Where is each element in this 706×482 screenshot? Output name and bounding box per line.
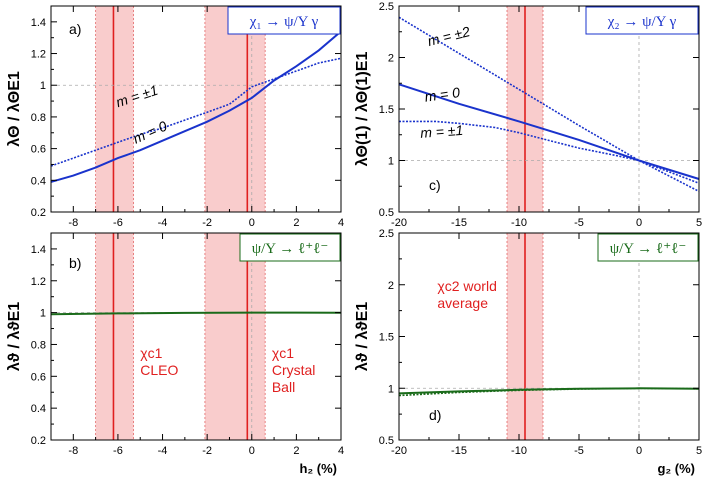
x-tick-label: 4 bbox=[338, 445, 344, 457]
y-tick-label: 0.6 bbox=[31, 144, 46, 156]
panel-label: d) bbox=[429, 407, 441, 423]
x-tick-label: 5 bbox=[696, 445, 702, 457]
annotation-line: χc2 world bbox=[437, 278, 496, 294]
y-tick-label: 1.2 bbox=[31, 49, 46, 61]
x-tick-label: -20 bbox=[391, 445, 407, 457]
x-tick-label: 0 bbox=[636, 217, 642, 229]
y-tick-label: 1.4 bbox=[31, 17, 46, 29]
x-axis-label: h₂ (%) bbox=[299, 461, 337, 476]
series-line-0 bbox=[50, 30, 342, 183]
title-text: ψ/Υ → ℓ⁺ℓ⁻ bbox=[610, 241, 687, 257]
series-line-1 bbox=[50, 57, 342, 167]
curve-label: m = ±1 bbox=[420, 122, 464, 141]
x-tick-label: -6 bbox=[113, 217, 123, 229]
curve-label: m = 0 bbox=[424, 84, 461, 105]
y-tick-label: 0.4 bbox=[31, 403, 46, 415]
title-box bbox=[597, 233, 699, 262]
title-box bbox=[227, 6, 341, 35]
series-line-0 bbox=[50, 311, 342, 316]
x-tick-label: -15 bbox=[451, 217, 467, 229]
x-tick-label: -8 bbox=[68, 217, 78, 229]
x-tick-label: -5 bbox=[574, 445, 584, 457]
x-tick-label: 0 bbox=[249, 445, 255, 457]
uncertainty-band bbox=[95, 6, 134, 212]
y-tick-label: 2.5 bbox=[379, 228, 394, 240]
y-tick-label: 1 bbox=[388, 156, 394, 168]
series-line-0 bbox=[398, 16, 700, 193]
series-line-1 bbox=[398, 387, 700, 397]
x-tick-label: -2 bbox=[202, 217, 212, 229]
panel-b: -8 -6 -4 -2 0 2 4 0.2 0.4 0.6 0.8 1 1.2 1.4 b) ψ/Υ → ℓ⁺… bbox=[6, 232, 344, 476]
annotation-line: Ball bbox=[272, 379, 295, 395]
y-tick-label: 0.4 bbox=[31, 175, 46, 187]
x-tick-label: -4 bbox=[158, 445, 168, 457]
x-tick-label: 2 bbox=[293, 445, 299, 457]
plot-frame bbox=[50, 232, 342, 441]
x-tick-label: 0 bbox=[249, 217, 255, 229]
y-tick-label: 2.5 bbox=[379, 1, 394, 13]
title-box bbox=[585, 6, 699, 35]
y-tick-label: 0.2 bbox=[31, 435, 46, 447]
y-tick-label: 2 bbox=[388, 280, 394, 292]
y-tick-label: 0.6 bbox=[31, 371, 46, 383]
curve-label: m = 0 bbox=[130, 117, 169, 146]
y-tick-label: 1 bbox=[40, 80, 46, 92]
panel-label: b) bbox=[69, 255, 81, 271]
x-tick-label: -10 bbox=[511, 217, 527, 229]
y-tick-label: 0.8 bbox=[31, 112, 46, 124]
panel-d: -20 -15 -10 -5 0 5 0.5 1 1.5 2 2.5 d) ψ/Υ → ℓ⁺ℓ⁻ λϑ /… bbox=[354, 228, 702, 476]
annotation-line: χc1 bbox=[272, 345, 294, 361]
x-tick-label: -5 bbox=[574, 217, 584, 229]
annotation-line: Crystal bbox=[272, 362, 316, 378]
uncertainty-band bbox=[204, 233, 266, 440]
panel-label: c) bbox=[429, 177, 441, 193]
x-tick-label: -8 bbox=[68, 445, 78, 457]
y-tick-label: 0.2 bbox=[31, 207, 46, 219]
y-tick-label: 2 bbox=[388, 53, 394, 65]
title-text: ψ/Υ → ℓ⁺ℓ⁻ bbox=[252, 241, 329, 257]
uncertainty-band bbox=[204, 6, 266, 212]
x-tick-label: -10 bbox=[511, 445, 527, 457]
panel-label: a) bbox=[69, 21, 81, 37]
x-tick-label: -20 bbox=[391, 217, 407, 229]
x-tick-label: -2 bbox=[202, 445, 212, 457]
x-tick-label: -15 bbox=[451, 445, 467, 457]
series-line-0 bbox=[398, 387, 700, 395]
x-tick-label: 0 bbox=[636, 445, 642, 457]
y-tick-label: 1.5 bbox=[379, 332, 394, 344]
y-axis-label: λϑ / λϑE1 bbox=[6, 302, 23, 371]
uncertainty-band bbox=[95, 233, 134, 440]
y-tick-label: 1 bbox=[40, 308, 46, 320]
y-tick-label: 0.5 bbox=[379, 435, 394, 447]
annotation-line: average bbox=[437, 295, 488, 311]
annotation-line: χc1 bbox=[140, 345, 162, 361]
y-tick-label: 0.8 bbox=[31, 339, 46, 351]
y-axis-label: λϑ / λϑE1 bbox=[354, 302, 371, 371]
x-tick-label: -4 bbox=[158, 217, 168, 229]
panel-a: -8 -6 -4 -2 0 2 4 0.2 0.4 0.6 0.8 1 1.2 1.4 a) χ₁ → ψ/Υ… bbox=[6, 5, 344, 229]
panel-c: -20 -15 -10 -5 0 5 0.5 1 1.5 2 2.5 c) χ₂ → ψ/Υ γ λΘ(1… bbox=[354, 1, 702, 229]
x-tick-label: 2 bbox=[293, 217, 299, 229]
y-axis-label: λΘ(1) / λΘ(1)E1 bbox=[354, 52, 371, 167]
curve-label: m = ±2 bbox=[426, 23, 472, 49]
title-box bbox=[239, 233, 341, 262]
title-text: χ₂ → ψ/Υ γ bbox=[607, 14, 677, 30]
x-tick-label: 5 bbox=[696, 217, 702, 229]
series-line-1 bbox=[398, 83, 700, 180]
x-tick-label: -6 bbox=[113, 445, 123, 457]
y-tick-label: 1.5 bbox=[379, 104, 394, 116]
x-axis-label: g₂ (%) bbox=[657, 461, 695, 476]
title-text: χ₁ → ψ/Υ γ bbox=[249, 14, 319, 30]
x-tick-label: 4 bbox=[338, 217, 344, 229]
annotation-line: CLEO bbox=[140, 362, 178, 378]
y-tick-label: 1.4 bbox=[31, 244, 46, 256]
y-tick-label: 0.5 bbox=[379, 207, 394, 219]
y-tick-label: 1.2 bbox=[31, 276, 46, 288]
plot-frame bbox=[50, 5, 342, 213]
y-axis-label: λΘ / λΘE1 bbox=[6, 71, 23, 147]
plot-frame bbox=[398, 232, 700, 441]
y-tick-label: 1 bbox=[388, 383, 394, 395]
series-line-2 bbox=[399, 120, 700, 184]
